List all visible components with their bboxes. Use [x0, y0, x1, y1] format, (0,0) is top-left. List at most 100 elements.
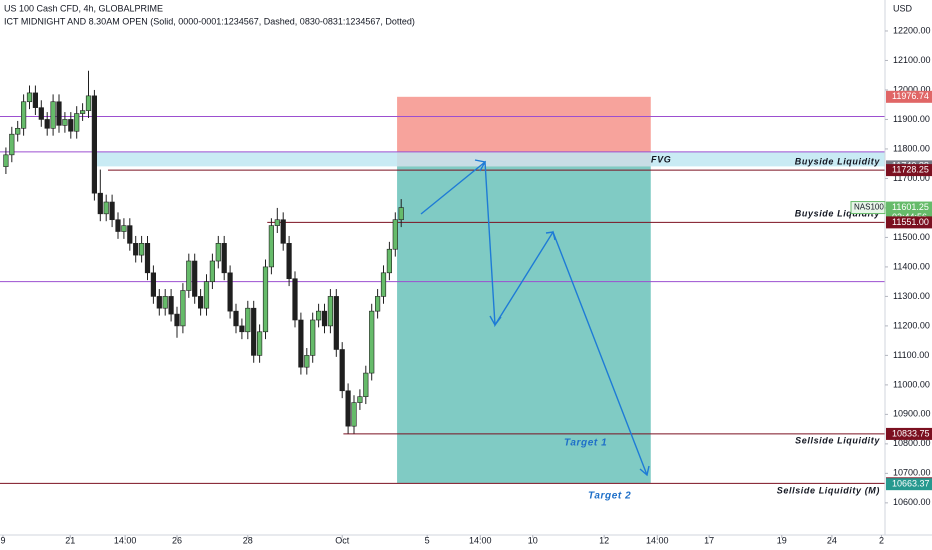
candle-body — [221, 243, 227, 274]
y-tick-label: 12000.00 — [893, 84, 931, 94]
chart-subtitle: ICT MIDNIGHT AND 8.30AM OPEN (Solid, 000… — [4, 16, 415, 26]
x-tick-label: 5 — [425, 535, 430, 545]
candle-body — [150, 272, 157, 297]
y-tick-label: 12100.00 — [893, 55, 931, 65]
price-tag — [886, 427, 932, 440]
symbol-tag — [850, 201, 886, 215]
y-tick-label: 11200.00 — [893, 320, 930, 330]
x-tick-label: 12 — [599, 535, 609, 545]
drawing-arrows — [420, 159, 650, 477]
candle-body — [292, 278, 298, 321]
candle-body — [198, 296, 204, 309]
x-tick-label: 21 — [65, 535, 75, 545]
candle-body — [91, 95, 97, 194]
candle-body — [50, 101, 56, 129]
target-zone — [397, 166, 651, 484]
candle-body — [369, 310, 375, 374]
y-tick-label: 10700.00 — [893, 468, 931, 478]
candle-body — [80, 110, 86, 114]
chart-title: US 100 Cash CFD, 4h, GLOBALPRIME — [4, 3, 163, 13]
candle-body — [298, 319, 304, 368]
candle-body — [9, 133, 15, 156]
candle-body — [203, 281, 210, 309]
candle-body — [227, 272, 233, 312]
y-tick-label: 11000.00 — [893, 379, 930, 389]
plot — [3, 70, 404, 434]
fvg-zone — [92, 151, 886, 167]
price-tag-label: 11551.00 — [892, 217, 929, 227]
candle-body — [144, 243, 151, 274]
x-tick-label: 10 — [528, 535, 538, 545]
candle-body — [274, 219, 280, 226]
currency-label: USD — [893, 3, 913, 13]
candle-body — [127, 225, 133, 244]
candle-body — [56, 101, 62, 126]
price-tag — [886, 478, 932, 491]
candle-body — [74, 113, 80, 132]
candle-body — [262, 266, 269, 333]
candle-body — [97, 192, 103, 215]
candle-body — [121, 225, 127, 232]
candle-body — [357, 396, 363, 403]
symbol-tag-label: NAS100 — [854, 203, 884, 212]
y-tick-label: 11500.00 — [893, 232, 930, 242]
y-tick-label: 11300.00 — [893, 291, 930, 301]
candle-body — [245, 307, 251, 333]
candle-body — [85, 95, 92, 111]
candle-body — [339, 349, 345, 392]
candle-body — [251, 307, 257, 356]
x-tick-label: 26 — [172, 535, 182, 545]
arrowhead — [474, 159, 487, 172]
price-tag — [886, 164, 932, 177]
y-tick-label: 11800.00 — [893, 143, 930, 153]
arrowhead — [639, 465, 650, 477]
candle-body — [180, 290, 186, 327]
candle-body — [26, 92, 33, 103]
arrowhead — [545, 231, 556, 241]
candle-body — [315, 310, 322, 321]
annotation: Sellside Liquidity (M) — [777, 485, 880, 495]
candle-body — [186, 260, 192, 291]
candle-body — [345, 390, 351, 427]
candle-body — [233, 310, 239, 327]
candle-body — [115, 219, 121, 232]
candle-body — [68, 119, 74, 132]
x-tick-label: Oct — [335, 535, 350, 545]
y-tick-label: 11400.00 — [893, 261, 930, 271]
fvg-label: FVG — [651, 154, 671, 164]
y-tick-label: 10900.00 — [893, 409, 931, 419]
candle-body — [380, 272, 387, 297]
y-tick-label: 11900.00 — [893, 114, 930, 124]
price-axis: 10600.00 10700.00 10800.00 10900.00 11000.00… — [0, 25, 932, 545]
price-tag-label: 10833.75 — [892, 428, 930, 438]
candle-body — [109, 201, 115, 221]
price-tag-label: 10663.37 — [892, 479, 930, 489]
x-tick-label: 24 — [827, 535, 837, 545]
price-tag — [886, 90, 932, 103]
price-tag-label: 11976.74 — [892, 91, 929, 101]
x-tick-label: 9 — [0, 535, 5, 545]
candle-body — [286, 243, 292, 280]
x-tick-label: 14:00 — [469, 535, 492, 545]
candle-body — [38, 107, 44, 120]
candle-body — [310, 319, 316, 356]
candle-body — [363, 372, 369, 397]
candle-body — [392, 219, 398, 250]
price-tag — [886, 216, 932, 229]
candle-body — [280, 219, 286, 244]
x-tick-label: 28 — [243, 535, 253, 545]
candle-body — [156, 296, 162, 309]
candle-body — [239, 325, 245, 333]
candle-body — [321, 310, 328, 327]
price-tag-label: 11728.25 — [892, 164, 929, 174]
y-tick-label: 11100.00 — [893, 350, 929, 360]
candle-body — [374, 296, 381, 312]
candle-body — [268, 225, 275, 268]
candle-body — [398, 207, 404, 221]
annotation: Buyside Liquidity — [795, 208, 881, 218]
candle-body — [15, 127, 21, 135]
annotation: Buyside Liquidity — [795, 156, 881, 166]
candle-body — [386, 248, 393, 274]
annotation: Target 2 — [588, 491, 631, 502]
